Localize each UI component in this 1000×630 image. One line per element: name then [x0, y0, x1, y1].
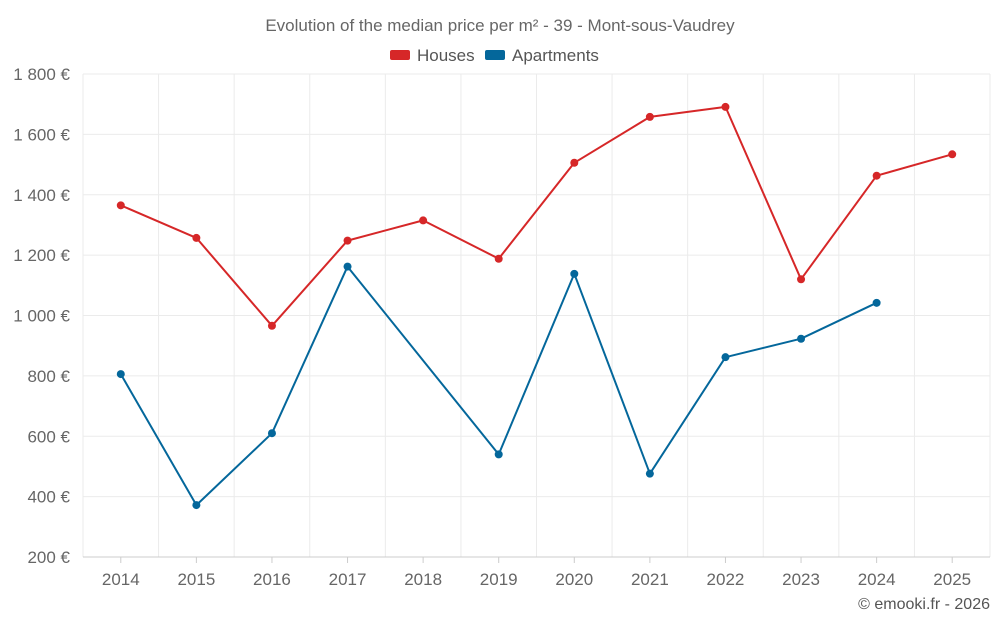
- data-point-houses[interactable]: [343, 236, 352, 245]
- legend-swatch: [485, 50, 505, 60]
- y-tick-label: 600 €: [27, 427, 70, 446]
- data-point-houses[interactable]: [645, 112, 654, 121]
- series-line-houses: [120, 105, 953, 327]
- data-point-houses[interactable]: [419, 216, 428, 225]
- x-tick-label: 2024: [858, 570, 896, 589]
- x-tick-label: 2015: [177, 570, 215, 589]
- legend-item-houses[interactable]: Houses: [390, 46, 475, 65]
- series-apartments: [116, 262, 881, 510]
- y-tick-label: 800 €: [27, 367, 70, 386]
- grid: [82, 73, 991, 557]
- legend-swatch: [390, 50, 410, 60]
- data-point-houses[interactable]: [570, 158, 579, 167]
- data-point-apartments[interactable]: [872, 298, 881, 307]
- data-point-houses[interactable]: [948, 150, 957, 159]
- data-point-houses[interactable]: [192, 233, 201, 242]
- data-point-apartments[interactable]: [797, 334, 806, 343]
- legend-label: Apartments: [512, 46, 599, 65]
- credit-text: © emooki.fr - 2026: [858, 596, 990, 613]
- data-point-houses[interactable]: [721, 102, 730, 111]
- data-point-houses[interactable]: [494, 254, 503, 263]
- data-point-houses[interactable]: [267, 321, 276, 330]
- series-line-apartments: [119, 265, 878, 507]
- x-tick-label: 2020: [555, 570, 593, 589]
- x-tick-label: 2014: [102, 570, 140, 589]
- x-tick-label: 2023: [782, 570, 820, 589]
- legend-label: Houses: [417, 46, 475, 65]
- x-tick-label: 2022: [707, 570, 745, 589]
- series-layer: [116, 102, 957, 510]
- y-tick-label: 1 600 €: [13, 125, 70, 144]
- x-tick-label: 2016: [253, 570, 291, 589]
- data-point-apartments[interactable]: [570, 269, 579, 278]
- y-tick-label: 1 400 €: [13, 186, 70, 205]
- data-point-apartments[interactable]: [494, 450, 503, 459]
- y-tick-label: 1 800 €: [13, 65, 70, 84]
- data-point-houses[interactable]: [797, 275, 806, 284]
- x-tick-label: 2025: [933, 570, 971, 589]
- data-point-apartments[interactable]: [267, 429, 276, 438]
- data-point-houses[interactable]: [872, 171, 881, 180]
- y-tick-label: 1 000 €: [13, 307, 70, 326]
- data-point-apartments[interactable]: [343, 262, 352, 271]
- x-tick-label: 2021: [631, 570, 669, 589]
- data-point-apartments[interactable]: [721, 353, 730, 362]
- x-tick-label: 2019: [480, 570, 518, 589]
- axes: 200 € 400 € 600 € 800 € 1 000 € 1 200 € 1 400 …: [13, 65, 990, 589]
- data-point-apartments[interactable]: [645, 469, 654, 478]
- legend: Houses Apartments: [390, 46, 599, 65]
- chart-title: Evolution of the median price per m² - 3…: [265, 16, 735, 35]
- data-point-apartments[interactable]: [116, 370, 125, 379]
- data-point-houses[interactable]: [116, 201, 125, 210]
- x-tick-label: 2018: [404, 570, 442, 589]
- legend-item-apartments[interactable]: Apartments: [485, 46, 599, 65]
- y-tick-label: 200 €: [27, 548, 70, 567]
- series-houses: [116, 102, 957, 330]
- data-point-apartments[interactable]: [192, 501, 201, 510]
- y-tick-label: 400 €: [27, 488, 70, 507]
- y-tick-label: 1 200 €: [13, 246, 70, 265]
- x-tick-label: 2017: [329, 570, 367, 589]
